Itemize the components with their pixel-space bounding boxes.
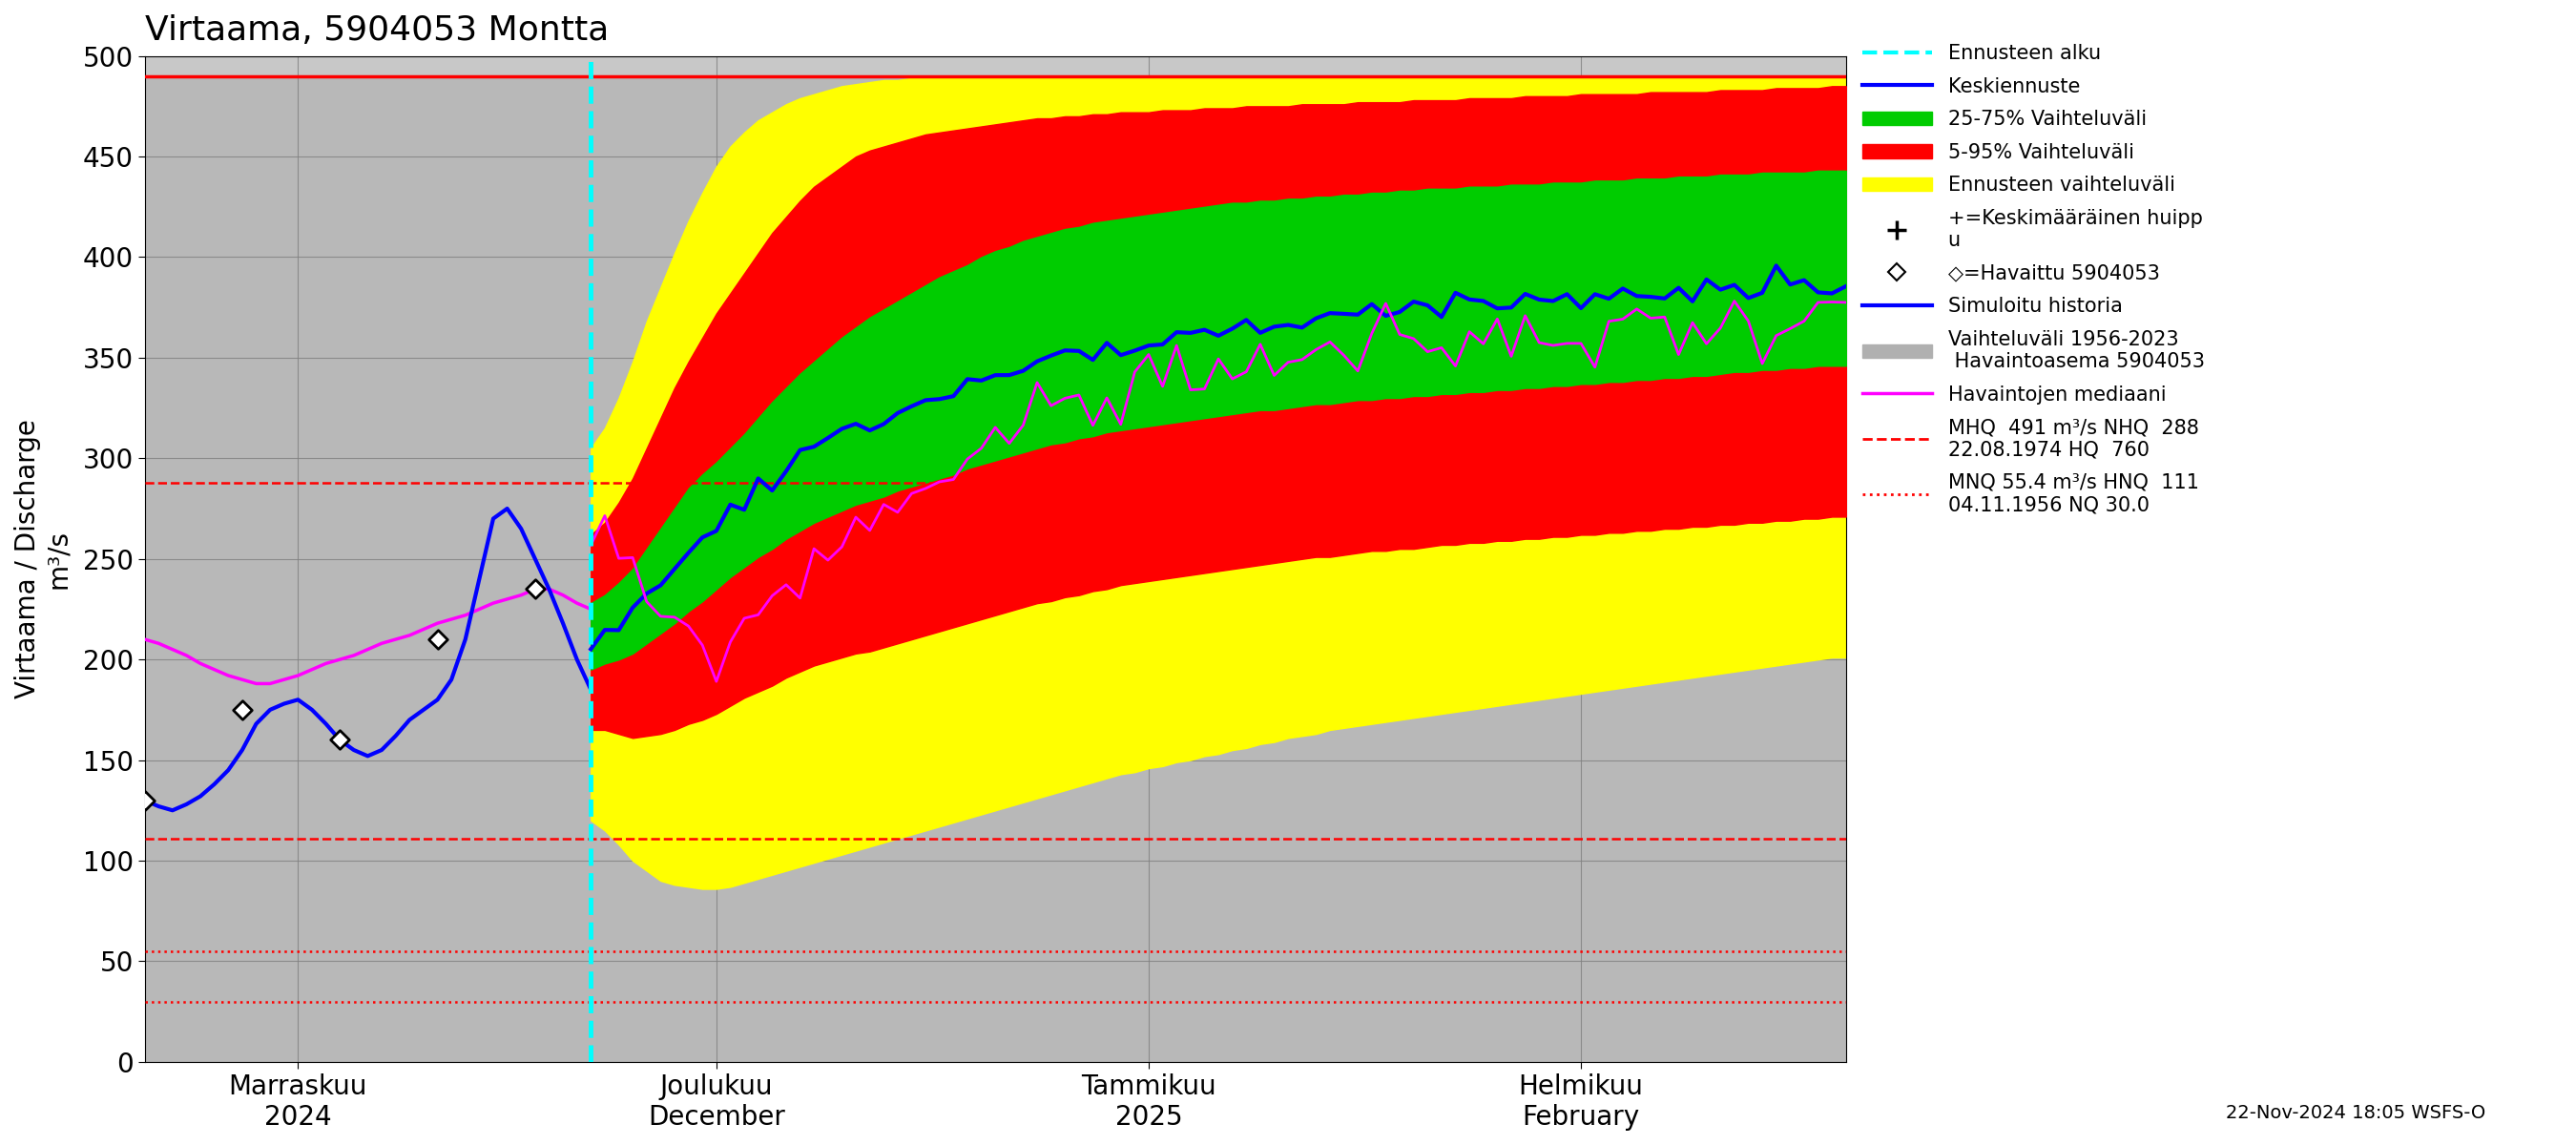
Point [124,791,165,810]
Point [222,701,263,719]
Point [515,579,556,598]
Text: 22-Nov-2024 18:05 WSFS-O: 22-Nov-2024 18:05 WSFS-O [2226,1104,2486,1122]
Point [319,731,361,749]
Point [417,630,459,648]
Text: Virtaama, 5904053 Montta: Virtaama, 5904053 Montta [144,14,608,47]
Y-axis label: Virtaama / Discharge
m³/s: Virtaama / Discharge m³/s [15,419,72,698]
Legend: Ennusteen alku, Keskiennuste, 25-75% Vaihteluväli, 5-95% Vaihteluväli, Ennusteen: Ennusteen alku, Keskiennuste, 25-75% Vai… [1855,35,2213,522]
